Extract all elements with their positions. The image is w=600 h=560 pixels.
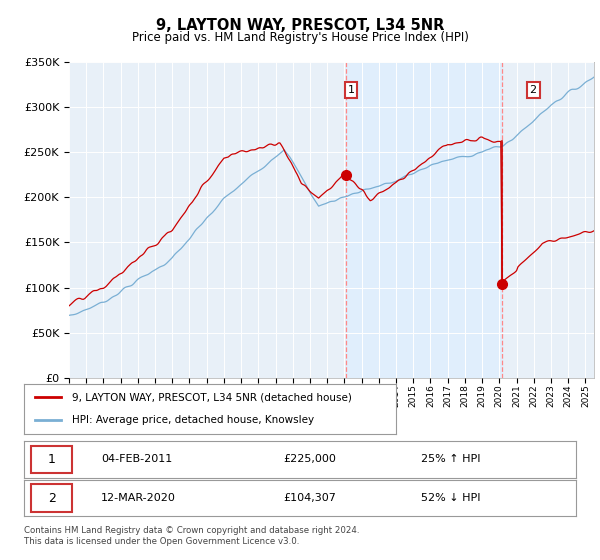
Text: 12-MAR-2020: 12-MAR-2020 [101, 493, 176, 503]
Text: 2: 2 [530, 85, 537, 95]
Text: HPI: Average price, detached house, Knowsley: HPI: Average price, detached house, Know… [73, 416, 314, 426]
Text: £225,000: £225,000 [283, 455, 337, 464]
Text: Contains HM Land Registry data © Crown copyright and database right 2024.
This d: Contains HM Land Registry data © Crown c… [24, 526, 359, 546]
Text: Price paid vs. HM Land Registry's House Price Index (HPI): Price paid vs. HM Land Registry's House … [131, 31, 469, 44]
Text: 2: 2 [47, 492, 56, 505]
Text: 9, LAYTON WAY, PRESCOT, L34 5NR: 9, LAYTON WAY, PRESCOT, L34 5NR [156, 18, 444, 33]
Text: 04-FEB-2011: 04-FEB-2011 [101, 455, 173, 464]
Text: 25% ↑ HPI: 25% ↑ HPI [421, 455, 481, 464]
Text: 9, LAYTON WAY, PRESCOT, L34 5NR (detached house): 9, LAYTON WAY, PRESCOT, L34 5NR (detache… [73, 392, 352, 402]
Text: £104,307: £104,307 [283, 493, 337, 503]
Bar [31, 446, 72, 473]
Text: 52% ↓ HPI: 52% ↓ HPI [421, 493, 481, 503]
Text: 1: 1 [47, 453, 56, 466]
Bar [31, 484, 72, 512]
Text: 1: 1 [347, 85, 355, 95]
Bar [346, 62, 502, 378]
